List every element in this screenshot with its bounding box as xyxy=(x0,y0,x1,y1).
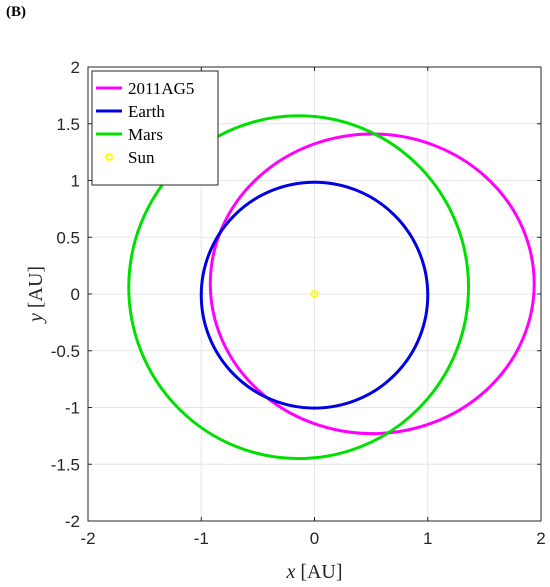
y-tick-label: 1.5 xyxy=(56,115,80,134)
ticks: -2 -1 0 1 2 -2 -1.5 -1 -0.5 0 0.5 1 1.5 2 xyxy=(51,58,546,548)
x-tick-label: -1 xyxy=(194,529,209,548)
orbit-mars xyxy=(127,114,471,461)
y-tick-label: -0.5 xyxy=(51,342,80,361)
orbit-earth xyxy=(199,180,430,410)
x-tick-label: 0 xyxy=(310,529,319,548)
legend-entry-label: Earth xyxy=(128,102,165,121)
legend-entry-label: Mars xyxy=(128,125,163,144)
y-tick-label: -1 xyxy=(65,399,80,418)
y-tick-label: 1 xyxy=(71,172,80,191)
legend-entry-label: Sun xyxy=(128,148,155,167)
series-layer xyxy=(127,114,536,461)
legend-box xyxy=(91,70,219,186)
panel-label: (B) xyxy=(6,4,26,20)
y-axis-label: y[AU] xyxy=(25,266,47,324)
y-tick-label: 0.5 xyxy=(56,228,80,247)
y-tick-label: 2 xyxy=(71,58,80,77)
x-tick-label: 1 xyxy=(423,529,432,548)
y-tick-label: 0 xyxy=(71,285,80,304)
point-sun xyxy=(310,290,319,298)
y-tick-label: -2 xyxy=(65,512,80,531)
x-tick-label: 2 xyxy=(536,529,545,548)
x-tick-label: -2 xyxy=(80,529,95,548)
legend-entry-label: 2011AG5 xyxy=(128,79,194,98)
y-tick-label: -1.5 xyxy=(51,455,80,474)
legend: 2011AG5 Earth Mars Sun xyxy=(91,70,219,186)
legend-marker xyxy=(105,153,113,161)
axis-labels: x [AU] y[AU] xyxy=(25,266,343,583)
x-axis-label: x [AU] xyxy=(285,561,342,583)
